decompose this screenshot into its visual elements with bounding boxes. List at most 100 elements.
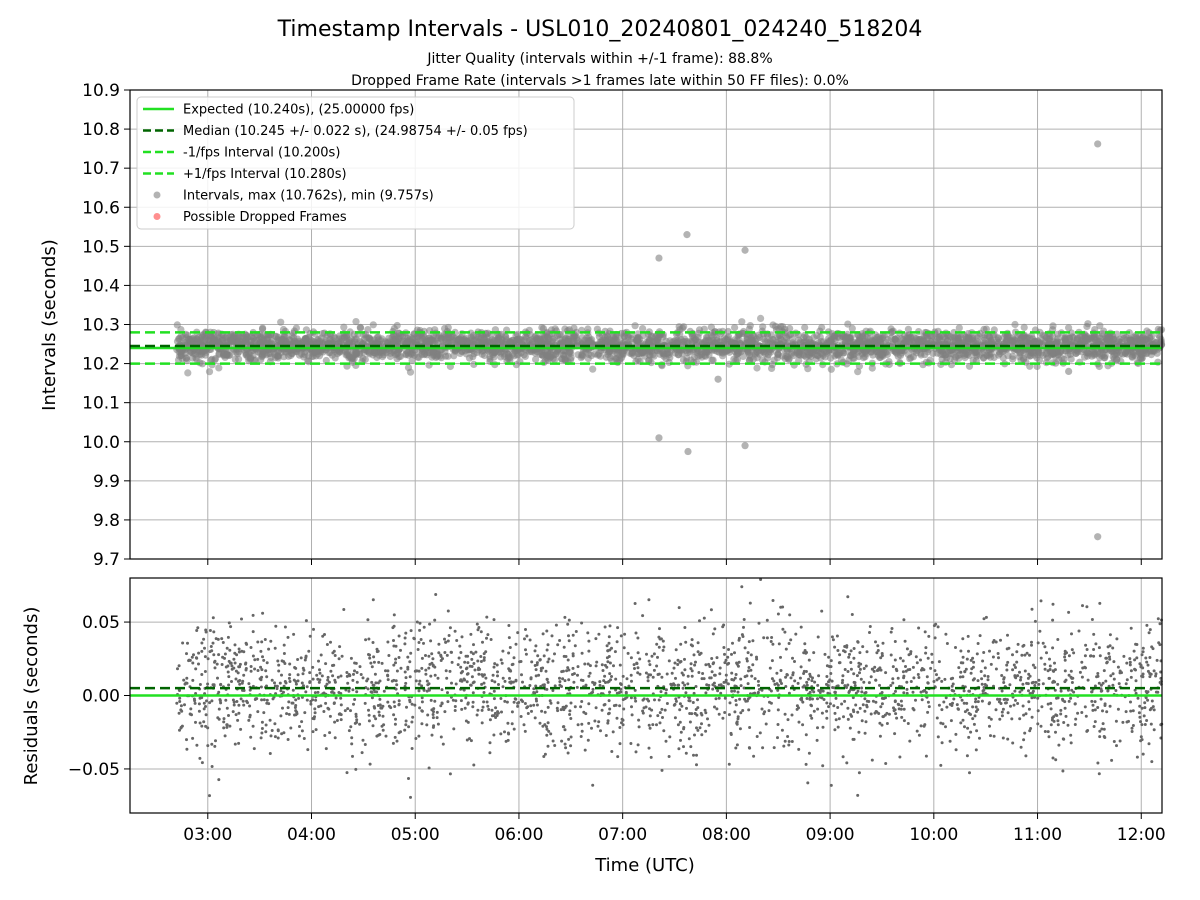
residual-point	[645, 652, 648, 656]
interval-point	[1020, 323, 1028, 331]
residual-point	[507, 636, 511, 640]
residual-point	[1048, 664, 1052, 668]
residual-point	[827, 655, 831, 659]
interval-point	[938, 355, 946, 363]
residual-point	[820, 711, 824, 715]
residual-point	[1090, 690, 1094, 694]
residual-point	[860, 690, 864, 694]
residual-point	[1143, 701, 1147, 705]
residual-point	[825, 701, 829, 705]
residual-point	[226, 670, 230, 674]
residual-point	[417, 734, 421, 738]
residual-point	[249, 669, 253, 673]
residual-point	[1023, 731, 1027, 735]
residual-point	[336, 675, 340, 679]
interval-point	[456, 349, 464, 357]
residual-point	[1064, 714, 1068, 718]
residual-point	[471, 700, 475, 704]
residual-point	[512, 727, 516, 731]
residual-point	[622, 707, 626, 711]
residual-point	[758, 731, 762, 735]
residual-point	[1098, 729, 1102, 733]
residual-point	[1102, 669, 1106, 673]
residual-point	[395, 669, 399, 673]
residual-point	[699, 711, 703, 715]
residual-point	[208, 650, 212, 654]
residual-point	[418, 679, 422, 683]
residual-point	[333, 678, 337, 682]
residual-point	[862, 680, 866, 684]
residual-point	[870, 758, 874, 762]
interval-point	[567, 356, 575, 364]
residual-point	[863, 709, 867, 713]
residual-point	[980, 699, 984, 703]
residual-point	[674, 648, 678, 652]
residual-point	[868, 631, 871, 634]
residual-point	[1141, 646, 1145, 650]
residual-point	[448, 626, 452, 630]
y-tick-label: 10.9	[82, 81, 120, 101]
residual-point	[626, 651, 630, 655]
residual-point	[429, 698, 433, 702]
residual-point	[713, 673, 717, 677]
residual-point	[237, 647, 241, 651]
interval-point	[390, 324, 398, 333]
residual-point	[563, 742, 567, 746]
residual-point	[316, 690, 320, 694]
residual-point	[1090, 618, 1094, 621]
residual-point	[544, 669, 548, 673]
residual-point	[677, 606, 681, 610]
residual-point	[926, 700, 930, 704]
residual-point	[1115, 744, 1118, 748]
interval-outlier-point	[655, 434, 663, 442]
residual-point	[352, 672, 355, 676]
residual-point	[302, 684, 305, 688]
residual-point	[270, 729, 274, 732]
residual-point	[1006, 711, 1010, 715]
residual-point	[479, 660, 483, 663]
residual-point	[1149, 722, 1153, 726]
residual-point	[217, 778, 221, 782]
residual-point	[403, 636, 407, 640]
residual-point	[305, 698, 309, 702]
residual-point	[954, 732, 958, 736]
residual-point	[392, 700, 396, 704]
residual-point	[197, 702, 201, 706]
interval-point	[250, 356, 258, 365]
residual-point	[849, 661, 853, 664]
residual-point	[810, 679, 814, 683]
residual-point	[244, 661, 248, 665]
residual-point	[1051, 602, 1055, 606]
residual-point	[858, 651, 862, 655]
residual-point	[896, 676, 900, 680]
residual-point	[1129, 709, 1133, 713]
residual-point	[563, 615, 567, 619]
residual-point	[482, 656, 486, 660]
residual-point	[1055, 696, 1058, 700]
residual-point	[452, 727, 456, 731]
residual-point	[1022, 713, 1026, 717]
residual-point	[665, 702, 669, 705]
interval-point	[281, 348, 289, 356]
interval-point	[952, 353, 960, 361]
residual-point	[597, 632, 601, 636]
residual-point	[646, 675, 650, 679]
residual-point	[687, 737, 691, 741]
residual-point	[178, 696, 182, 700]
interval-point	[700, 325, 708, 333]
residual-point	[575, 685, 579, 689]
residual-point	[479, 630, 483, 634]
residual-point	[836, 706, 840, 709]
residual-point	[308, 671, 312, 675]
residual-point	[684, 751, 688, 755]
residual-point	[1084, 643, 1088, 647]
residual-point	[313, 691, 317, 695]
residual-point	[225, 723, 229, 727]
residual-point	[416, 648, 420, 651]
residual-point	[583, 748, 587, 752]
interval-point	[731, 324, 739, 332]
residual-point	[476, 659, 480, 663]
residual-point	[587, 721, 591, 725]
chart-subtitle-dropped: Dropped Frame Rate (intervals >1 frames …	[351, 73, 849, 89]
residual-point	[445, 653, 449, 657]
